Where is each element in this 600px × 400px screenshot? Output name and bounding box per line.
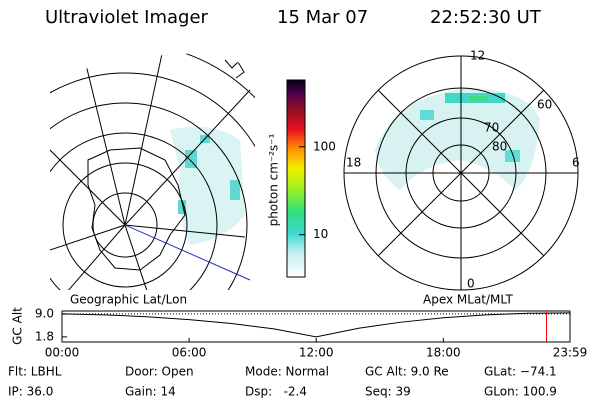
y-tick-label: 9.0 [35, 306, 54, 320]
altitude-line [61, 312, 571, 338]
colorbar-tick-label: 100 [313, 139, 336, 153]
geographic-map [50, 52, 255, 290]
mlat-label: 80 [492, 140, 507, 154]
altitude-plot: 9.0 1.8 00:00 06:00 12:00 18:00 23:59 [35, 306, 587, 359]
x-tick-label: 12:00 [299, 346, 334, 360]
info-field: IP: 36.0 [8, 385, 53, 399]
info-field: Dsp: -2.4 [245, 385, 307, 399]
mlt-label: 6 [572, 156, 580, 170]
info-field: Door: Open [125, 365, 194, 379]
x-tick-label: 00:00 [45, 346, 80, 360]
panel-title: Geographic Lat/Lon [70, 293, 187, 307]
x-tick-label: 06:00 [172, 346, 207, 360]
date: 15 Mar 07 [277, 7, 368, 28]
info-field: Flt: LBHL [8, 365, 62, 379]
title: Ultraviolet Imager [45, 7, 209, 28]
info-field: GC Alt: 9.0 Re [365, 365, 449, 379]
time: 22:52:30 UT [430, 7, 542, 28]
colorbar [286, 79, 306, 278]
info-field: GLon: 100.9 [484, 385, 557, 399]
x-tick-label: 23:59 [553, 346, 588, 360]
mlt-label: 12 [470, 49, 485, 63]
colorbar-label: photon cm⁻²s⁻¹ [267, 133, 281, 226]
mlat-label: 60 [537, 98, 552, 112]
mlt-label: 18 [346, 156, 361, 170]
info-field: Gain: 14 [125, 385, 176, 399]
colorbar-ticks: 10 100 [299, 139, 336, 241]
panel-title: Apex MLat/MLT [423, 293, 513, 307]
mlat-label: 70 [484, 121, 499, 135]
y-tick-label: 1.8 [35, 329, 54, 343]
colorbar-tick-label: 10 [313, 227, 328, 241]
info-field: Seq: 39 [365, 385, 411, 399]
mlt-dial [343, 55, 579, 291]
info-panel: Flt: LBHL Door: Open Mode: Normal GC Alt: 9… [8, 365, 557, 399]
info-field: Mode: Normal [245, 365, 329, 379]
info-field: GLat: −74.1 [484, 365, 557, 379]
mlt-label: 0 [467, 277, 475, 291]
x-tick-label: 18:00 [426, 346, 461, 360]
y-axis-label: GC Alt [11, 307, 25, 345]
